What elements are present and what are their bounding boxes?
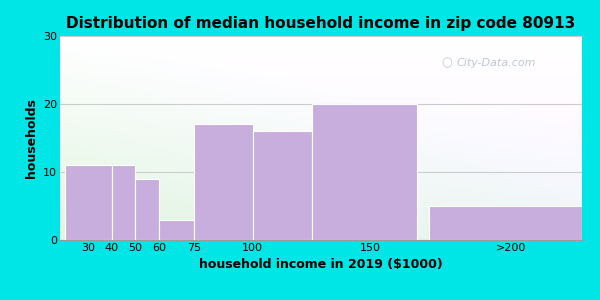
- Bar: [159, 220, 194, 240]
- X-axis label: household income in 2019 ($1000): household income in 2019 ($1000): [199, 258, 443, 271]
- Bar: [65, 165, 112, 240]
- Bar: [194, 124, 253, 240]
- Bar: [429, 206, 582, 240]
- Bar: [253, 131, 311, 240]
- Y-axis label: households: households: [25, 98, 38, 178]
- Bar: [311, 104, 418, 240]
- Text: City-Data.com: City-Data.com: [457, 58, 536, 68]
- Bar: [135, 179, 159, 240]
- Title: Distribution of median household income in zip code 80913: Distribution of median household income …: [67, 16, 575, 31]
- Text: ○: ○: [441, 56, 452, 69]
- Bar: [112, 165, 135, 240]
